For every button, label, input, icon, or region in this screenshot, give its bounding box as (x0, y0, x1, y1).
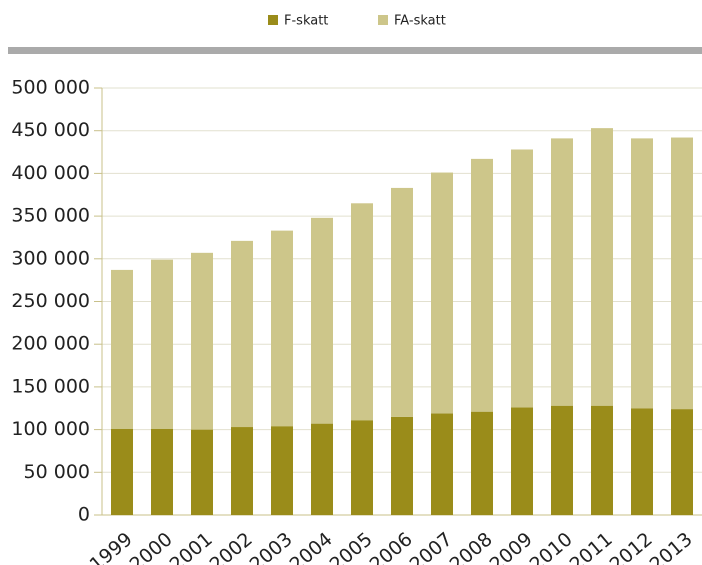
bar-segment (671, 137, 693, 410)
header-rule (8, 47, 702, 54)
bar-segment (191, 252, 213, 430)
y-tick-label: 250 000 (11, 290, 90, 312)
y-tick-label: 450 000 (11, 119, 90, 141)
y-tick-label: 0 (78, 504, 90, 526)
y-tick-label: 400 000 (11, 162, 90, 184)
bar-segment (311, 217, 333, 424)
bar-segment (231, 427, 253, 515)
bar-segment (351, 203, 373, 421)
bar-segment (431, 413, 453, 515)
legend-swatch (378, 15, 388, 25)
legend-label: F-skatt (284, 14, 328, 29)
y-tick-label: 100 000 (11, 418, 90, 440)
bar-segment (471, 411, 493, 515)
legend-label: FA-skatt (394, 14, 446, 29)
bar-segment (111, 428, 133, 515)
y-tick-label: 150 000 (11, 375, 90, 397)
bar-segment (231, 240, 253, 428)
bar-segment (151, 259, 173, 429)
y-tick-label: 50 000 (24, 461, 90, 483)
bar-segment (631, 408, 653, 515)
bar-segment (351, 420, 373, 515)
bar-segment (551, 405, 573, 515)
bar-segment (591, 128, 613, 406)
y-tick-label: 200 000 (11, 333, 90, 355)
bar-segment (271, 230, 293, 427)
bar-segment (591, 405, 613, 515)
y-tick-label: 300 000 (11, 247, 90, 269)
y-tick-label: 500 000 (11, 77, 90, 99)
bar-segment (471, 158, 493, 412)
bar-segment (511, 407, 533, 515)
bar-segment (191, 429, 213, 515)
bar-segment (391, 187, 413, 417)
bar-segment (271, 426, 293, 515)
bar-segment (511, 149, 533, 408)
bar-segment (111, 269, 133, 429)
bar-segment (671, 409, 693, 515)
legend-swatch (268, 15, 278, 25)
bar-segment (311, 423, 333, 515)
bar-segment (151, 428, 173, 515)
bar-segment (431, 172, 453, 414)
y-tick-label: 350 000 (11, 205, 90, 227)
bar-segment (631, 138, 653, 409)
bar-segment (391, 416, 413, 515)
bar-segment (551, 138, 573, 406)
